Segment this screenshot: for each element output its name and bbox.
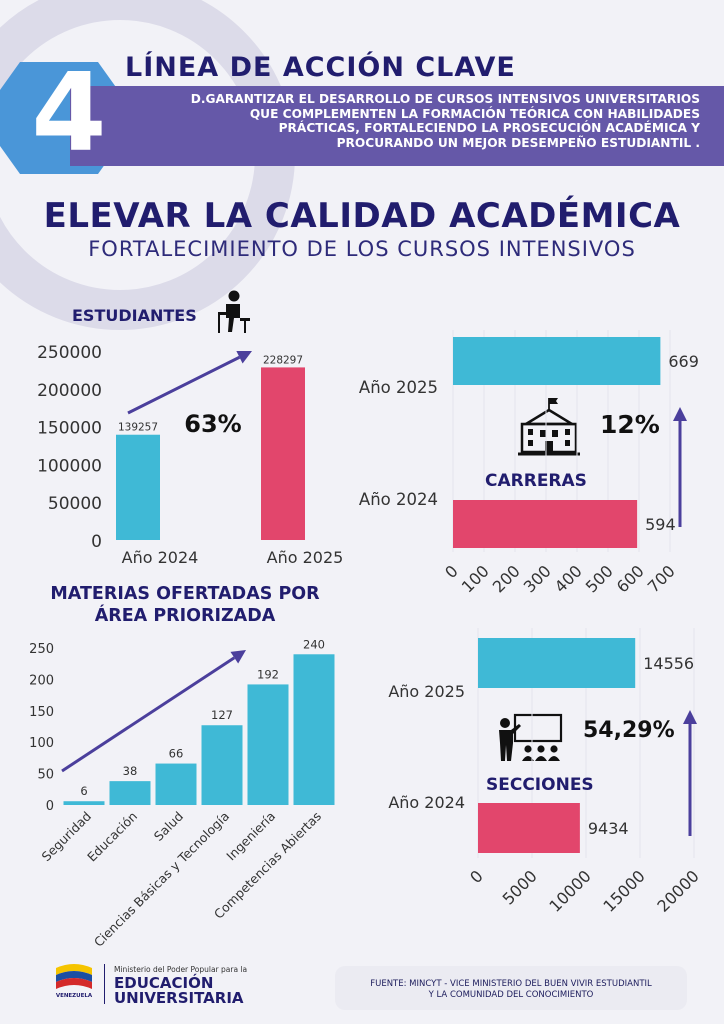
objective-line: PRÁCTICAS, FORTALECIENDO LA PROSECUCIÓN …	[278, 121, 700, 135]
bar	[293, 654, 335, 805]
bar-value-label: 228297	[263, 354, 303, 366]
bar-value-label: 38	[123, 764, 138, 778]
growth-percentage: 12%	[600, 410, 660, 439]
footer-line: FUENTE: MINCYT - VICE MINISTERIO DEL BUE…	[370, 979, 652, 989]
bar-value-label: 240	[303, 637, 325, 651]
logo-ministry: EDUCACIÓN UNIVERSITARIA	[114, 976, 244, 1006]
footer-line: Y LA COMUNIDAD DEL CONOCIMIENTO	[428, 990, 594, 1000]
growth-arrow-icon	[230, 650, 246, 664]
objective-band	[70, 86, 724, 166]
y-tick-label: 250	[29, 642, 54, 657]
materias-title-line: ÁREA PRIORIZADA	[94, 606, 276, 626]
x-tick-label: Año 2024	[122, 548, 199, 567]
venezuela-flag-icon	[56, 964, 92, 989]
growth-percentage: 63%	[184, 410, 241, 438]
bar-value-label: 127	[211, 708, 233, 722]
bar-value-label: 14556	[643, 654, 694, 673]
growth-arrow-shaft	[61, 656, 236, 773]
y-tick-label: Año 2024	[359, 490, 438, 509]
bar-value-label: 6	[80, 784, 87, 798]
objective-line: D.GARANTIZAR EL DESARROLLO DE CURSOS INT…	[190, 92, 700, 106]
materias-title: MATERIAS OFERTADAS POR ÁREA PRIORIZADA	[20, 583, 350, 627]
main-title: ELEVAR LA CALIDAD ACADÉMICA	[43, 196, 681, 236]
logo-ministry-line: EDUCACIÓN	[114, 974, 214, 992]
y-tick-label: 250000	[37, 343, 102, 363]
subtitle: FORTALECIMIENTO DE LOS CURSOS INTENSIVOS	[88, 237, 636, 261]
x-tick-label: Año 2025	[267, 548, 344, 567]
growth-percentage: 54,29%	[583, 718, 675, 743]
y-tick-label: 200000	[37, 381, 102, 401]
university-building-icon	[518, 398, 580, 456]
footer-source: FUENTE: MINCYT - VICE MINISTERIO DEL BUE…	[335, 979, 687, 1001]
logo-ministry-line: UNIVERSITARIA	[114, 989, 244, 1007]
bar-value-label: 9434	[588, 819, 629, 838]
bar	[478, 803, 580, 853]
bar	[247, 684, 289, 805]
logo-country: VENEZUELA	[55, 993, 93, 999]
y-tick-label: 100000	[37, 456, 102, 476]
footer-box	[335, 966, 687, 1010]
growth-arrow-icon	[236, 351, 252, 364]
bar-value-label: 66	[169, 747, 184, 761]
objective-line: PROCURANDO UN MEJOR DESEMPEÑO ESTUDIANTI…	[336, 135, 700, 150]
bar-value-label: 594	[645, 515, 676, 534]
bar	[155, 763, 197, 805]
x-tick-label: 0	[466, 866, 487, 887]
objective-line: QUE COMPLEMENTEN LA FORMACIÓN TEÓRICA CO…	[249, 106, 700, 121]
bar	[109, 781, 151, 805]
y-tick-label: 200	[29, 673, 54, 688]
y-tick-label: 100	[29, 736, 54, 751]
growth-arrow-icon	[673, 407, 687, 421]
bar	[116, 434, 160, 540]
y-tick-label: Año 2025	[359, 378, 438, 397]
bar	[453, 337, 661, 385]
bar-value-label: 669	[668, 352, 699, 371]
y-tick-label: Año 2024	[388, 793, 465, 812]
objective-text: D.GARANTIZAR EL DESARROLLO DE CURSOS INT…	[100, 92, 700, 150]
x-tick-label: 10000	[545, 866, 594, 915]
x-tick-label: 5000	[499, 866, 541, 908]
y-tick-label: 50	[37, 768, 54, 783]
chart-title: SECCIONES	[486, 775, 594, 795]
bar	[201, 725, 243, 805]
teacher-board-icon	[499, 713, 563, 761]
x-tick-label: 20000	[653, 866, 702, 915]
logo-divider	[104, 964, 105, 1004]
growth-arrow-shaft	[127, 355, 241, 415]
y-tick-label: 150000	[37, 419, 102, 439]
students-title: ESTUDIANTES	[72, 306, 197, 325]
chart-title: CARRERAS	[485, 471, 587, 491]
header-title: LÍNEA DE ACCIÓN CLAVE	[125, 52, 516, 83]
student-desk-icon	[218, 290, 250, 333]
bar-value-label: 192	[257, 667, 279, 681]
x-tick-label: 15000	[599, 866, 648, 915]
y-tick-label: 50000	[48, 494, 102, 514]
growth-arrow-icon	[683, 710, 697, 724]
bar	[63, 801, 105, 805]
logo-ministry-small: Ministerio del Poder Popular para la	[114, 965, 248, 974]
action-line-number: 4	[31, 51, 107, 176]
materias-title-line: MATERIAS OFERTADAS POR	[50, 584, 320, 604]
bar-value-label: 139257	[118, 422, 158, 434]
bar	[478, 638, 636, 688]
y-tick-label: 0	[46, 799, 54, 814]
y-tick-label: 150	[29, 705, 54, 720]
bar	[261, 367, 305, 540]
y-tick-label: Año 2025	[388, 682, 465, 701]
y-tick-label: 0	[91, 532, 102, 552]
bar	[453, 500, 638, 548]
